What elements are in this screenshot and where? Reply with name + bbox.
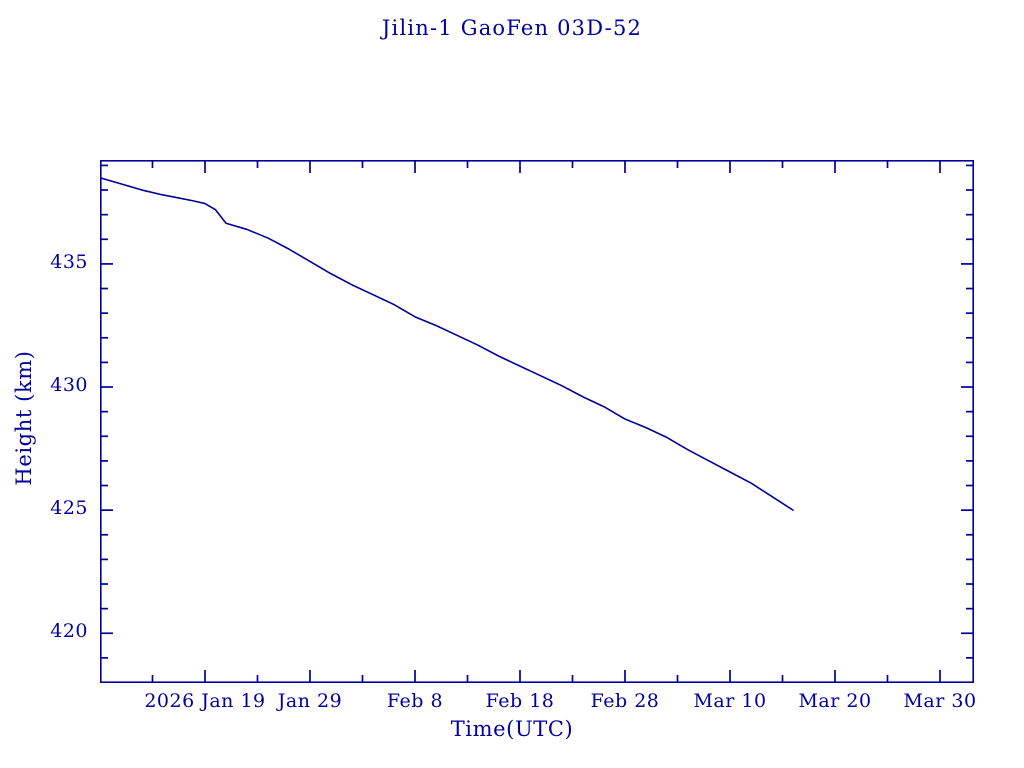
x-axis-ticks [151, 160, 941, 683]
y-tick-label: 425 [50, 497, 88, 520]
x-tick-label: Mar 20 [798, 690, 872, 712]
y-tick-label: 430 [50, 374, 88, 397]
y-axis-title: Height (km) [12, 350, 36, 486]
y-tick-label: 420 [50, 620, 88, 643]
x-tick-label: 2026 Jan 19 [144, 690, 266, 712]
chart-title: Jilin-1 GaoFen 03D-52 [381, 16, 643, 40]
x-axis-title: Time(UTC) [450, 717, 574, 741]
plot-frame [100, 160, 974, 683]
y-tick-label: 435 [50, 250, 88, 273]
x-tick-label: Mar 10 [693, 690, 767, 712]
x-tick-label: Jan 29 [277, 690, 343, 712]
x-tick-label: Feb 28 [590, 690, 660, 712]
plot-area [100, 160, 974, 683]
x-tick-label: Feb 18 [485, 690, 555, 712]
x-tick-label: Mar 30 [903, 690, 977, 712]
y-axis-ticks [100, 164, 974, 659]
x-tick-label: Feb 8 [386, 690, 444, 712]
plot-canvas [100, 160, 974, 683]
height-series-line [100, 176, 794, 511]
